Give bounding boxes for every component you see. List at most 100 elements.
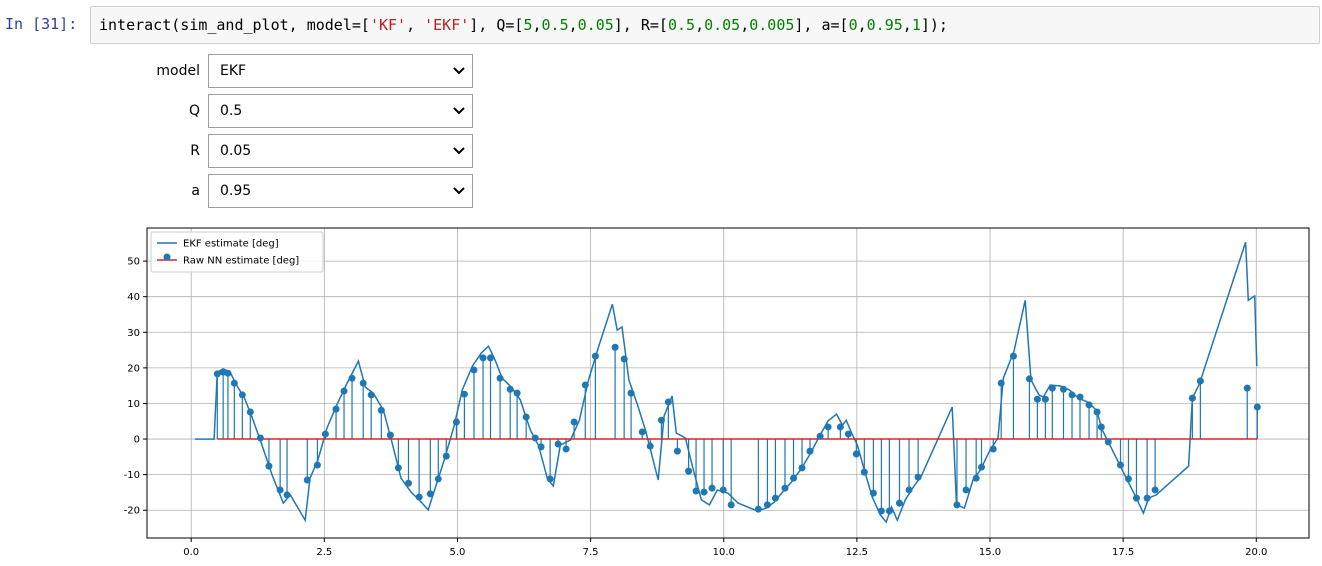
stem-marker: [806, 447, 814, 455]
stem-marker: [554, 440, 562, 448]
line-series: [194, 241, 1258, 524]
code-text: interact(sim_and_plot, model=['KF', 'EKF…: [99, 16, 948, 34]
stem-marker: [1068, 391, 1076, 399]
stem-marker: [895, 499, 903, 507]
x-tick-label: 0.0: [183, 547, 199, 558]
code-token: ,: [695, 16, 705, 34]
stem-marker: [1041, 395, 1049, 403]
code-token: 0.005: [749, 16, 795, 34]
dropdown-value: 0.5: [220, 103, 243, 119]
y-tick-label: 50: [127, 257, 140, 268]
y-tick-label: -10: [124, 470, 140, 481]
stem-marker: [824, 423, 832, 431]
stem-marker: [719, 486, 727, 494]
code-token: interact(sim_and_plot, model=[: [99, 16, 370, 34]
code-token: 'KF': [369, 16, 407, 34]
code-token: ,: [857, 16, 867, 34]
stem-marker: [348, 374, 356, 382]
stem-marker: [1143, 494, 1151, 502]
cell-prompt: In [31]:: [5, 15, 78, 33]
stem-marker: [238, 391, 246, 399]
dropdown[interactable]: 0.5: [208, 94, 473, 128]
code-token: ,: [740, 16, 750, 34]
stem-marker: [213, 370, 221, 378]
code-token: ,: [902, 16, 912, 34]
stem-marker: [276, 486, 284, 494]
stem-marker: [513, 389, 521, 397]
chevron-icon: [453, 187, 465, 195]
stem-marker: [1025, 375, 1033, 383]
code-token: 0.5: [541, 16, 569, 34]
stem-marker: [332, 405, 340, 413]
stem-marker: [1132, 494, 1140, 502]
code-token: ,: [532, 16, 542, 34]
code-token: 0: [848, 16, 858, 34]
stem-marker: [506, 385, 514, 393]
dropdown[interactable]: 0.95: [208, 174, 473, 208]
x-tick-label: 20.0: [1245, 547, 1267, 558]
chevron-icon: [453, 107, 465, 115]
stem-marker: [224, 369, 232, 377]
dropdown[interactable]: EKF: [208, 54, 473, 88]
stem-marker: [283, 491, 291, 499]
stem-marker: [816, 432, 824, 440]
code-token: ], a=[: [794, 16, 849, 34]
y-tick-label: 20: [127, 363, 140, 374]
dropdown[interactable]: 0.05: [208, 134, 473, 168]
stem-marker: [1243, 384, 1251, 392]
stem-marker: [771, 494, 779, 502]
stem-marker: [496, 374, 504, 382]
stem-marker: [962, 486, 970, 494]
stem-marker: [452, 418, 460, 426]
dropdown-label: R: [190, 143, 200, 159]
stem-marker: [638, 428, 646, 436]
stem-marker: [246, 408, 254, 416]
stem-marker: [1253, 403, 1261, 411]
stem-marker: [1104, 438, 1112, 446]
stem-marker: [685, 467, 693, 475]
stem-marker: [486, 354, 494, 362]
code-token: ,: [406, 16, 425, 34]
stem-marker: [997, 379, 1005, 387]
code-token: 0.05: [577, 16, 614, 34]
stem-marker: [977, 463, 985, 471]
stem-marker: [620, 355, 628, 363]
stem-marker: [537, 443, 545, 451]
code-token: ], R=[: [613, 16, 668, 34]
stem-marker: [1188, 394, 1196, 402]
y-tick-label: 30: [127, 328, 140, 339]
x-tick-label: 2.5: [316, 547, 332, 558]
code-token: ], Q=[: [469, 16, 524, 34]
stem-marker: [754, 505, 762, 513]
code-token: 1: [911, 16, 921, 34]
stem-marker: [781, 484, 789, 492]
legend-label: EKF estimate [deg]: [183, 239, 279, 250]
stem-marker: [708, 484, 716, 492]
stem-marker: [727, 501, 735, 509]
stem-marker: [394, 464, 402, 472]
y-tick-label: 0: [134, 435, 140, 446]
y-tick-label: 10: [127, 399, 140, 410]
stem-marker: [852, 450, 860, 458]
stem-marker: [972, 474, 980, 482]
stem-marker: [256, 434, 264, 442]
stem-marker: [359, 379, 367, 387]
stem-marker: [989, 445, 997, 453]
stem-marker: [869, 489, 877, 497]
stem-marker: [426, 490, 434, 498]
dropdown-value: EKF: [220, 63, 247, 79]
stem-marker: [673, 447, 681, 455]
stem-marker: [313, 461, 321, 469]
stem-marker: [562, 445, 570, 453]
code-token: 5: [523, 16, 533, 34]
code-token: 'EKF': [424, 16, 470, 34]
stem-marker: [877, 507, 885, 515]
stem-marker: [230, 379, 238, 387]
stem-marker: [386, 431, 394, 439]
code-cell[interactable]: interact(sim_and_plot, model=['KF', 'EKF…: [90, 6, 1320, 44]
stem-marker: [377, 406, 385, 414]
stem-marker: [265, 462, 273, 470]
stem-marker: [531, 434, 539, 442]
stem-marker: [1097, 423, 1105, 431]
